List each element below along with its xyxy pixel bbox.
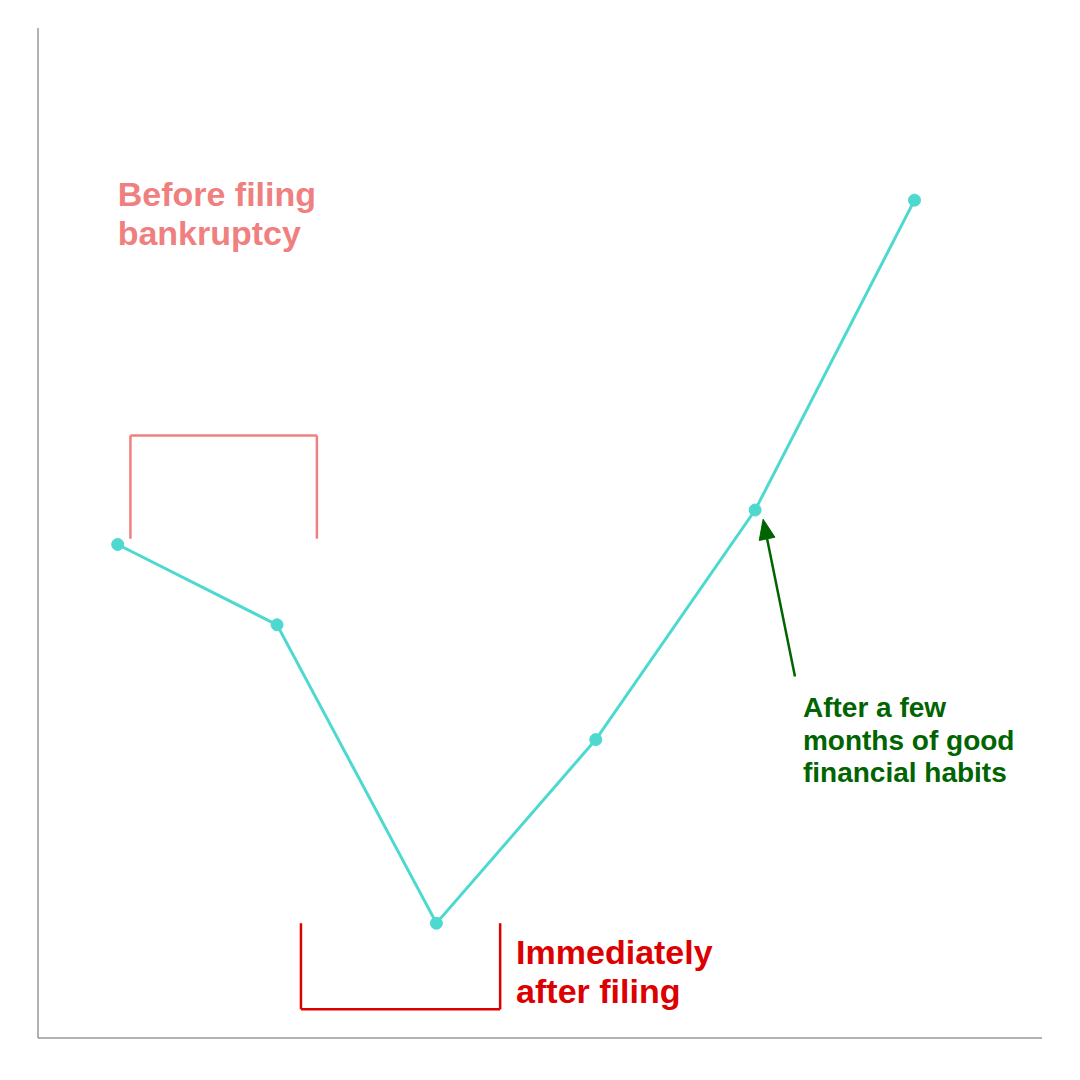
svg-text:Before filingbankruptcy: Before filingbankruptcy bbox=[118, 175, 316, 252]
svg-text:Immediatelyafter filing: Immediatelyafter filing bbox=[516, 933, 713, 1010]
svg-text:After a fewmonths of goodfinan: After a fewmonths of goodfinancial habit… bbox=[803, 692, 1015, 787]
